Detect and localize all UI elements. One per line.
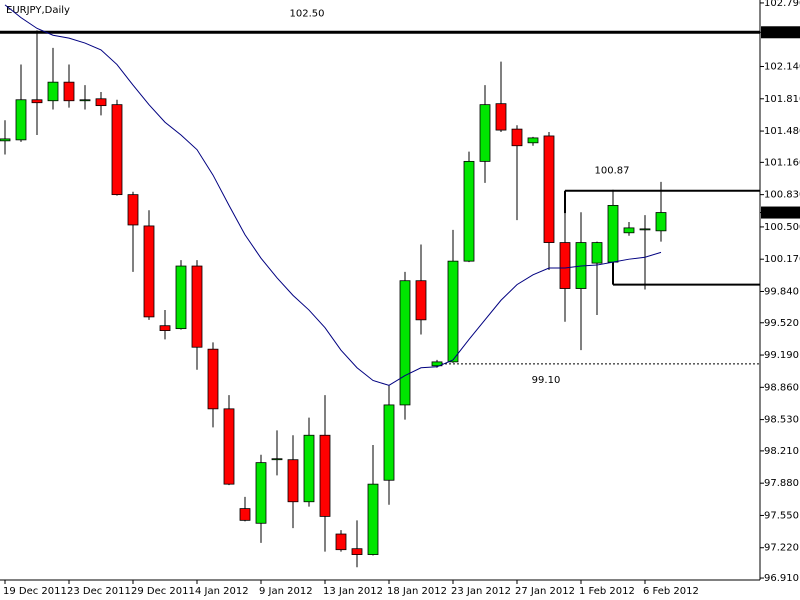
- y-tick-label: 102.140: [764, 62, 800, 73]
- candle-body: [351, 548, 363, 555]
- price-tag: [761, 206, 800, 219]
- chart-title: EURJPY,Daily: [6, 5, 70, 16]
- candle-body: [79, 99, 91, 102]
- y-tick-label: 99.840: [764, 286, 799, 297]
- candle-body: [271, 458, 283, 461]
- candle-body: [319, 434, 331, 517]
- candle-body: [239, 508, 251, 521]
- candle-body: [31, 99, 43, 104]
- candle-body: [175, 265, 187, 330]
- candle-body: [639, 228, 651, 231]
- y-tick-label: 97.550: [764, 510, 799, 521]
- moving-average: [4, 4, 662, 386]
- candle-body: [655, 212, 667, 232]
- candle-body: [303, 434, 315, 503]
- candle-body: [431, 361, 443, 367]
- y-tick-label: 98.530: [764, 415, 799, 426]
- y-tick-label: 100.830: [764, 190, 800, 201]
- x-tick-label: 18 Jan 2012: [387, 586, 447, 597]
- annotation: 100.87: [595, 166, 630, 177]
- candle-body: [527, 137, 539, 144]
- y-tick-label: 98.210: [764, 446, 799, 457]
- y-tick-label: 98.860: [764, 382, 799, 393]
- candle-body: [287, 459, 299, 503]
- y-tick-label: 101.480: [764, 126, 800, 137]
- x-tick-label: 4 Jan 2012: [195, 586, 249, 597]
- candle-body: [63, 81, 75, 102]
- x-tick-label: 27 Jan 2012: [515, 586, 575, 597]
- candle-body: [191, 265, 203, 348]
- candle-body: [383, 404, 395, 481]
- x-tick-label: 23 Jan 2012: [451, 586, 511, 597]
- price-tag: [761, 26, 800, 39]
- candle-body: [47, 81, 59, 102]
- candle-body: [559, 242, 571, 289]
- annotation: 99.10: [532, 375, 561, 386]
- candle-body: [463, 160, 475, 262]
- annotation: 102.50: [290, 8, 325, 19]
- candle-body: [623, 227, 635, 234]
- y-tick-label: 102.490: [764, 27, 800, 38]
- candle-body: [415, 280, 427, 321]
- y-tick-label: 97.220: [764, 543, 799, 554]
- candle-body: [543, 135, 555, 243]
- candle-body: [335, 533, 347, 551]
- x-tick-label: 1 Feb 2012: [579, 586, 635, 597]
- candle-body: [511, 128, 523, 147]
- candle-body: [207, 348, 219, 410]
- candle-body: [399, 280, 411, 406]
- candle-body: [255, 462, 267, 524]
- candle-body: [143, 225, 155, 318]
- x-tick-label: 6 Feb 2012: [643, 586, 699, 597]
- y-tick-label: 100.647: [764, 208, 800, 219]
- candle-body: [127, 194, 139, 226]
- y-tick-label: 99.190: [764, 350, 799, 361]
- y-tick-label: 100.500: [764, 222, 800, 233]
- candle-body: [111, 104, 123, 196]
- y-tick-label: 97.880: [764, 478, 799, 489]
- y-tick-label: 100.170: [764, 254, 800, 265]
- candle-body: [223, 408, 235, 485]
- candle-body: [495, 103, 507, 131]
- x-tick-label: 9 Jan 2012: [259, 586, 313, 597]
- candle-body: [0, 138, 11, 142]
- x-tick-label: 23 Dec 2011: [67, 586, 131, 597]
- y-tick-label: 96.910: [764, 573, 799, 584]
- x-tick-label: 13 Jan 2012: [323, 586, 383, 597]
- candle-body: [15, 99, 27, 141]
- y-tick-label: 101.810: [764, 94, 800, 105]
- candle-body: [95, 98, 107, 107]
- candle-body: [367, 483, 379, 555]
- candle-body: [447, 260, 459, 363]
- x-tick-label: 29 Dec 2011: [131, 586, 195, 597]
- y-tick-label: 101.160: [764, 157, 800, 168]
- y-tick-label: 102.790: [764, 0, 800, 9]
- candle-body: [591, 242, 603, 264]
- candle-body: [159, 325, 171, 331]
- candle-body: [607, 204, 619, 263]
- x-tick-label: 19 Dec 2011: [3, 586, 67, 597]
- candle-body: [479, 104, 491, 162]
- y-tick-label: 99.520: [764, 318, 799, 329]
